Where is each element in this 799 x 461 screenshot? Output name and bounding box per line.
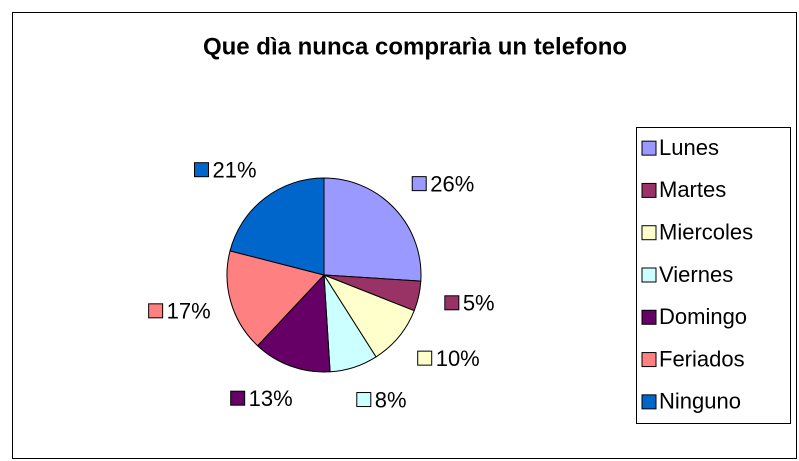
data-label-key [230, 390, 246, 406]
data-label: 10% [436, 346, 480, 371]
legend-label: Viernes [659, 262, 733, 287]
legend-label: Feriados [659, 346, 745, 371]
legend-box [636, 127, 791, 424]
data-label-key [148, 303, 164, 319]
legend-key [641, 394, 657, 410]
legend-label: Domingo [659, 304, 747, 329]
legend-key [641, 267, 657, 283]
pie-slice [256, 273, 331, 373]
data-label: 8% [375, 387, 407, 412]
data-label: 17% [167, 299, 211, 324]
data-label-key [411, 176, 427, 192]
chart-title: Que dìa nunca comprarìa un telefono [203, 33, 627, 60]
legend-label: Miercoles [659, 220, 753, 245]
pie-slice [323, 177, 422, 282]
data-label: 13% [249, 386, 293, 411]
legend-key [641, 352, 657, 368]
legend-key [641, 140, 657, 156]
data-label-key [193, 162, 209, 178]
pie-slice [226, 250, 325, 347]
legend-key [641, 225, 657, 241]
pie-slice [229, 177, 325, 276]
data-label: 5% [463, 291, 495, 316]
legend-label: Martes [659, 177, 726, 202]
data-label: 26% [430, 171, 474, 196]
legend-key [641, 309, 657, 325]
legend-label: Ninguno [659, 389, 741, 414]
legend-label: Lunes [659, 135, 719, 160]
data-label: 21% [212, 158, 256, 183]
data-label-key [356, 392, 372, 408]
data-label-key [444, 295, 460, 311]
data-label-key [417, 350, 433, 366]
legend-key [641, 182, 657, 198]
